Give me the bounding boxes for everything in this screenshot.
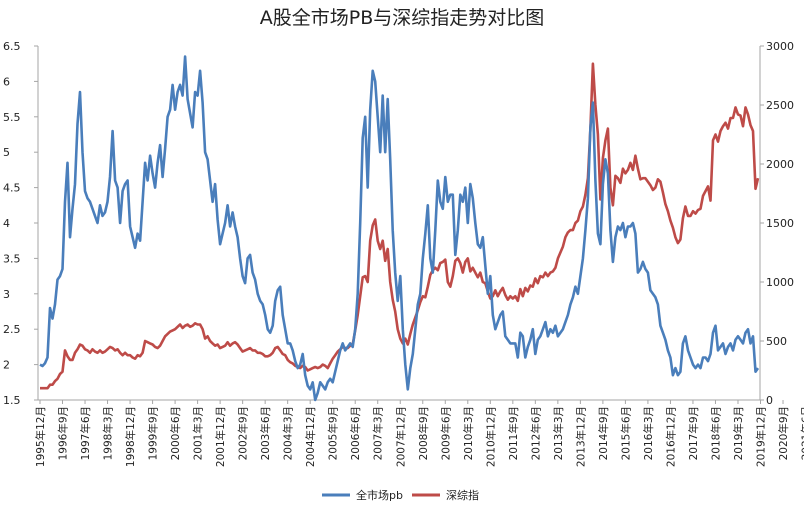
right-tick-label: 1500 xyxy=(766,217,794,230)
x-tick-label: 1998年3月 xyxy=(102,406,115,460)
x-tick-label: 2016年12月 xyxy=(664,406,677,467)
x-tick-label: 2004年12月 xyxy=(304,406,317,467)
left-tick-label: 5 xyxy=(3,146,10,159)
x-tick-label: 2004年3月 xyxy=(282,406,295,460)
right-y-axis-ticks: 0 500 1000 1500 2000 2500 3000 xyxy=(760,40,794,407)
left-tick-label: 4 xyxy=(3,217,10,230)
x-tick-label: 2014年9月 xyxy=(597,406,610,460)
x-tick-label: 2020年9月 xyxy=(777,406,790,460)
x-axis-ticks: 1995年12月 1996年9月 1997年6月 1998年3月 1998年12月 199… xyxy=(34,400,804,467)
x-tick-label: 1996年9月 xyxy=(57,406,70,460)
legend-label-szzz: 深综指 xyxy=(446,488,479,502)
x-tick-label: 2017年9月 xyxy=(687,406,700,460)
x-tick-label: 2009年6月 xyxy=(439,406,452,460)
right-tick-label: 500 xyxy=(766,335,787,348)
right-tick-label: 1000 xyxy=(766,276,794,289)
x-tick-label: 2002年9月 xyxy=(237,406,250,460)
x-tick-label: 2013年3月 xyxy=(552,406,565,460)
x-tick-label: 2005年9月 xyxy=(327,406,340,460)
x-tick-label: 2018年6月 xyxy=(709,406,722,460)
x-tick-label: 1998年12月 xyxy=(124,406,137,467)
right-tick-label: 2500 xyxy=(766,99,794,112)
legend-label-pb: 全市场pb xyxy=(356,488,403,502)
x-tick-label: 1997年6月 xyxy=(79,406,92,460)
chart-title: A股全市场PB与深综指走势对比图 xyxy=(260,7,545,29)
series-line-pb xyxy=(39,55,760,402)
left-tick-label: 6.5 xyxy=(3,40,21,53)
right-tick-label: 2000 xyxy=(766,158,794,171)
left-tick-label: 3.5 xyxy=(3,252,21,265)
right-tick-label: 3000 xyxy=(766,40,794,53)
series-line-szzz xyxy=(40,62,760,390)
x-tick-label: 2015年6月 xyxy=(619,406,632,460)
left-tick-label: 1.5 xyxy=(3,394,21,407)
x-tick-label: 2007年3月 xyxy=(372,406,385,460)
x-tick-label: 2008年9月 xyxy=(417,406,430,460)
x-tick-label: 1999年9月 xyxy=(147,406,160,460)
left-tick-label: 4.5 xyxy=(3,182,21,195)
x-tick-label: 2001年12月 xyxy=(214,406,227,467)
x-tick-label: 2003年6月 xyxy=(259,406,272,460)
x-tick-label: 2013年12月 xyxy=(574,406,587,467)
x-tick-label: 2001年3月 xyxy=(192,406,205,460)
chart-legend: 全市场pb 深综指 xyxy=(322,488,479,502)
x-tick-label: 2010年12月 xyxy=(484,406,497,467)
x-tick-label: 2012年6月 xyxy=(529,406,542,460)
x-tick-label: 2006年6月 xyxy=(349,406,362,460)
x-tick-label: 2000年6月 xyxy=(169,406,182,460)
x-tick-label: 2019年3月 xyxy=(732,406,745,460)
right-tick-label: 0 xyxy=(766,394,773,407)
left-tick-label: 6 xyxy=(3,75,10,88)
x-tick-label: 1995年12月 xyxy=(34,406,47,467)
left-y-axis-ticks: 1.5 2 2.5 3 3.5 4 4.5 5 5.5 6 6.5 xyxy=(3,40,38,407)
x-tick-label: 2016年3月 xyxy=(642,406,655,460)
left-tick-label: 2.5 xyxy=(3,323,21,336)
x-tick-label: 2010年3月 xyxy=(462,406,475,460)
left-tick-label: 5.5 xyxy=(3,111,21,124)
left-tick-label: 3 xyxy=(3,288,10,301)
x-tick-label: 2007年12月 xyxy=(394,406,407,467)
left-tick-label: 2 xyxy=(3,359,10,372)
x-tick-label: 2011年9月 xyxy=(507,406,520,460)
x-tick-label: 2019年12月 xyxy=(755,406,768,467)
x-tick-label: 2021年6月 xyxy=(800,406,804,460)
series-layer xyxy=(39,55,760,402)
